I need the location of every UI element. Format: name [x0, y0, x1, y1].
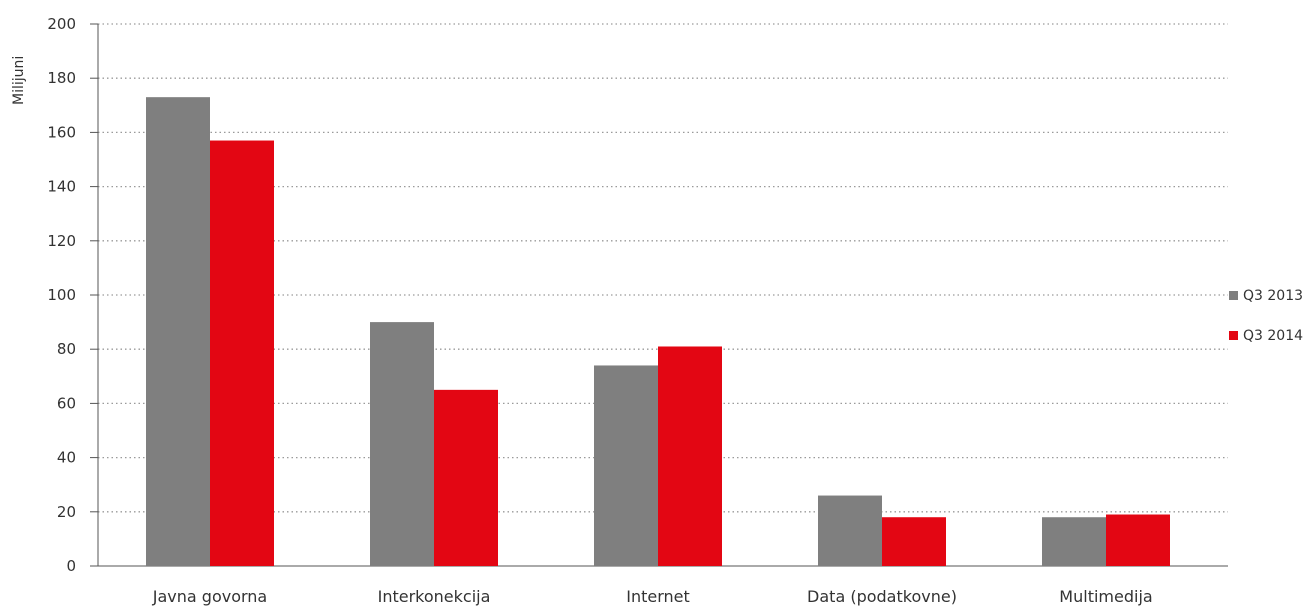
y-tick-label: 40 [57, 449, 76, 467]
gridlines [98, 23, 1228, 513]
legend: Q3 2013 Q3 2014 [1229, 288, 1303, 344]
y-tick-label: 100 [47, 286, 76, 304]
y-tick-label: 120 [47, 232, 76, 250]
x-tick-label: Data (podatkovne) [807, 587, 957, 606]
x-tick-label: Interkonekcija [378, 587, 491, 606]
x-tick-label: Multimedija [1059, 587, 1152, 606]
bar [818, 495, 882, 566]
y-tick-label: 160 [47, 123, 76, 141]
x-tick-label: Javna govorna [152, 587, 267, 606]
legend-swatch [1229, 331, 1238, 340]
bar [1042, 517, 1106, 566]
bar [434, 389, 498, 566]
bar [658, 346, 722, 566]
legend-label: Q3 2013 [1243, 288, 1303, 304]
y-tick-label: 140 [47, 178, 76, 196]
bar [594, 365, 658, 566]
bars [146, 97, 1170, 567]
bar [882, 517, 946, 566]
y-tick-label: 80 [57, 340, 76, 358]
legend-swatch [1229, 291, 1238, 300]
y-axis-title: Milijuni [11, 56, 27, 105]
y-tick-label: 180 [47, 69, 76, 87]
bar [370, 322, 434, 566]
bar [146, 97, 210, 567]
y-tick-label: 0 [66, 557, 76, 575]
y-tick-label: 20 [57, 503, 76, 521]
axis-labels: 0 20 40 60 80 100 120 140 160 180 200 Javna govorna… [47, 15, 1152, 606]
y-tick-label: 60 [57, 394, 76, 412]
x-tick-label: Internet [626, 587, 690, 606]
bar [1106, 514, 1170, 566]
bar [210, 140, 274, 566]
y-tick-label: 200 [47, 15, 76, 33]
legend-label: Q3 2014 [1243, 328, 1303, 344]
